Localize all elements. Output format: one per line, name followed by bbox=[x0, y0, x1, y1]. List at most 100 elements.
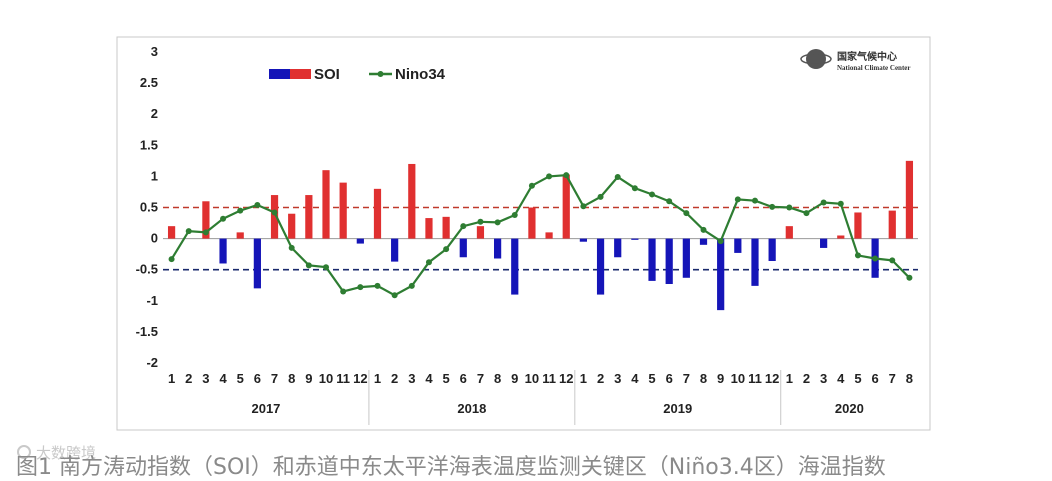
x-tick-label: 3 bbox=[408, 371, 415, 386]
soi-bar bbox=[253, 238, 261, 289]
soi-bar bbox=[905, 160, 914, 239]
soi-bar bbox=[785, 226, 793, 239]
x-tick-label: 10 bbox=[319, 371, 333, 386]
soi-bar bbox=[665, 238, 673, 285]
nino34-point bbox=[546, 173, 553, 180]
soi-bar bbox=[270, 195, 279, 239]
nino34-point bbox=[374, 282, 381, 289]
soi-bar bbox=[202, 201, 210, 239]
x-tick-label: 6 bbox=[666, 371, 673, 386]
watermark-text: 大数跨境 bbox=[36, 444, 96, 462]
x-tick-label: 8 bbox=[906, 371, 913, 386]
nino34-point bbox=[271, 209, 278, 216]
x-tick-label: 10 bbox=[525, 371, 539, 386]
soi-bar bbox=[236, 232, 244, 239]
soi-bar bbox=[820, 238, 828, 248]
y-tick-label: -1.5 bbox=[136, 324, 158, 339]
legend-nino34-marker bbox=[377, 71, 384, 77]
nino34-point bbox=[237, 207, 244, 214]
soi-bar bbox=[854, 212, 862, 239]
x-tick-label: 8 bbox=[700, 371, 707, 386]
x-tick-label: 2 bbox=[391, 371, 398, 386]
nino34-point bbox=[460, 223, 467, 230]
soi-bar bbox=[339, 182, 347, 239]
nino34-point bbox=[837, 200, 844, 207]
x-tick-label: 7 bbox=[271, 371, 278, 386]
soi-bar bbox=[476, 226, 485, 239]
nino34-point bbox=[323, 264, 330, 271]
year-label: 2017 bbox=[251, 401, 280, 416]
nino34-point bbox=[751, 197, 758, 204]
nino34-point bbox=[357, 284, 364, 291]
legend-soi-swatch-positive bbox=[290, 69, 311, 79]
nino34-point bbox=[597, 193, 604, 200]
soi-bar bbox=[734, 238, 742, 253]
y-tick-label: -2 bbox=[146, 355, 158, 370]
nino34-point bbox=[649, 191, 656, 198]
soi-bar bbox=[562, 174, 570, 239]
x-tick-label: 1 bbox=[580, 371, 587, 386]
x-tick-label: 7 bbox=[477, 371, 484, 386]
nino34-point bbox=[614, 174, 621, 181]
nino34-point bbox=[769, 203, 776, 210]
nino34-point bbox=[683, 210, 690, 217]
x-tick-label: 1 bbox=[786, 371, 793, 386]
x-tick-label: 1 bbox=[168, 371, 175, 386]
soi-bar bbox=[699, 238, 708, 245]
x-tick-label: 11 bbox=[748, 371, 762, 386]
x-tick-label: 12 bbox=[559, 371, 573, 386]
logo-name-cn: 国家气候中心 bbox=[837, 50, 897, 63]
soi-bar bbox=[837, 235, 845, 239]
x-tick-label: 12 bbox=[353, 371, 367, 386]
soi-bar bbox=[648, 238, 656, 281]
nino34-point bbox=[580, 203, 587, 210]
x-tick-label: 12 bbox=[765, 371, 779, 386]
y-tick-label: 2 bbox=[151, 106, 158, 121]
y-tick-label: 0.5 bbox=[140, 200, 158, 215]
nino34-line bbox=[168, 172, 913, 299]
watermark: 大数跨境 bbox=[17, 444, 96, 462]
legend-soi-label: SOI bbox=[314, 66, 340, 83]
plot-frame bbox=[116, 36, 931, 431]
nino34-point bbox=[734, 196, 741, 203]
year-label: 2020 bbox=[835, 401, 864, 416]
year-label: 2018 bbox=[457, 401, 486, 416]
nino34-point bbox=[889, 257, 896, 264]
nino34-point bbox=[528, 182, 535, 189]
x-tick-label: 5 bbox=[854, 371, 861, 386]
soi-bar bbox=[614, 238, 622, 258]
soi-bar bbox=[391, 238, 399, 262]
x-tick-label: 4 bbox=[425, 371, 433, 386]
y-tick-label: -0.5 bbox=[136, 262, 158, 277]
x-tick-label: 9 bbox=[717, 371, 724, 386]
x-tick-label: 9 bbox=[511, 371, 518, 386]
legend: SOI Nino34 bbox=[269, 66, 446, 83]
soi-bar bbox=[459, 238, 467, 258]
nino34-point bbox=[185, 228, 192, 235]
soi-bar bbox=[768, 238, 776, 261]
x-tick-label: 3 bbox=[614, 371, 621, 386]
x-tick-label: 7 bbox=[683, 371, 690, 386]
legend-nino34-label: Nino34 bbox=[395, 66, 446, 83]
globe-icon bbox=[806, 49, 826, 69]
x-tick-label: 2 bbox=[803, 371, 810, 386]
nino34-point bbox=[786, 204, 793, 211]
legend-soi-swatch-negative bbox=[269, 69, 290, 79]
soi-bar bbox=[442, 216, 450, 239]
nino34-point bbox=[340, 288, 347, 295]
x-tick-label: 7 bbox=[889, 371, 896, 386]
x-tick-label: 1 bbox=[374, 371, 381, 386]
x-tick-label: 11 bbox=[542, 371, 556, 386]
x-tick-label: 6 bbox=[460, 371, 467, 386]
soi-bar bbox=[528, 207, 536, 239]
x-tick-label: 4 bbox=[219, 371, 227, 386]
nino34-point bbox=[477, 218, 484, 225]
x-tick-label: 6 bbox=[871, 371, 878, 386]
soi-bar bbox=[579, 238, 588, 242]
nino34-point bbox=[872, 255, 879, 262]
nino34-point bbox=[631, 185, 638, 192]
soi-bar bbox=[219, 238, 227, 264]
soi-bar bbox=[408, 163, 416, 239]
nino34-point bbox=[288, 244, 295, 251]
